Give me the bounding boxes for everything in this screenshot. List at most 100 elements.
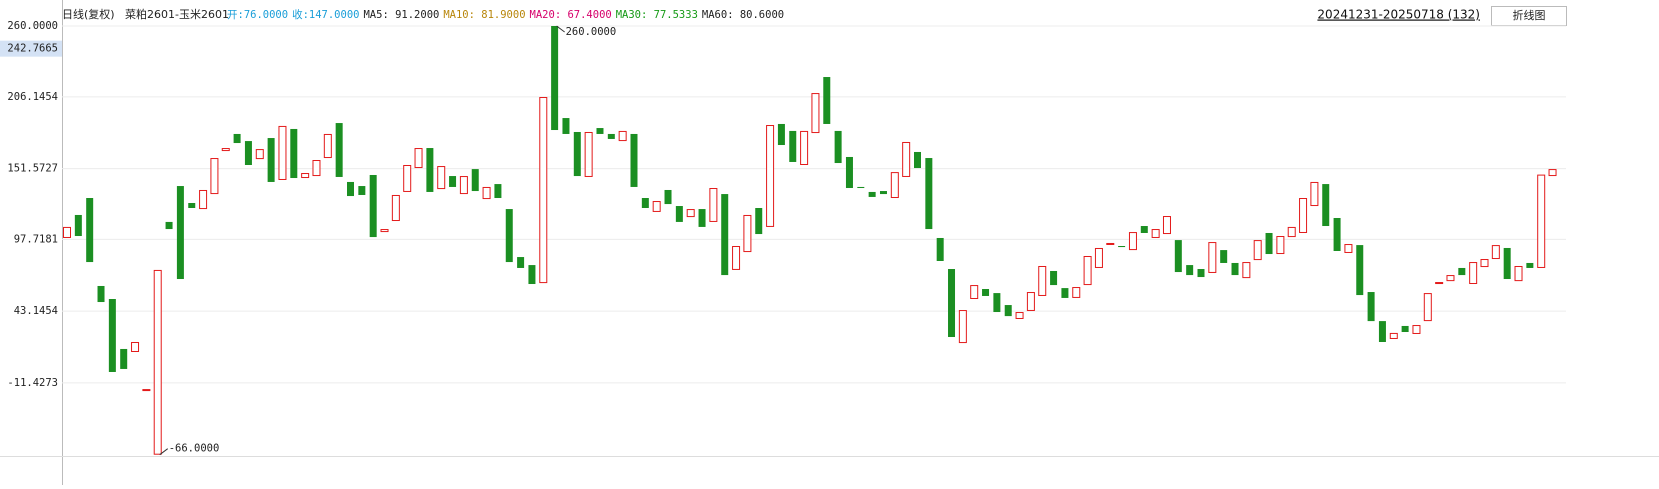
candle-down xyxy=(517,257,525,268)
candle-up xyxy=(142,389,151,392)
stat: 收:147.0000 xyxy=(292,8,359,21)
candle-down xyxy=(1050,270,1058,286)
candle-up xyxy=(210,158,219,195)
candle-up xyxy=(709,188,718,222)
candle-up xyxy=(1389,332,1398,339)
candle-down xyxy=(721,194,729,276)
candle-up xyxy=(63,226,71,238)
candle-down xyxy=(505,209,513,263)
candle-down xyxy=(1356,245,1364,296)
candle-up xyxy=(482,186,491,200)
annotation-label: -66.0000 xyxy=(169,443,220,455)
candle-up xyxy=(902,141,911,177)
candle-down xyxy=(335,123,343,177)
candle-down xyxy=(834,130,842,164)
candle-up xyxy=(278,125,287,180)
candle-up xyxy=(1151,229,1160,238)
y-tick-label: 151.5727 xyxy=(7,163,58,175)
candle-down xyxy=(347,181,354,197)
candle-down xyxy=(948,269,956,338)
candle-up xyxy=(1480,259,1489,268)
candle-down xyxy=(868,191,876,197)
candle-down xyxy=(426,148,434,192)
candle-down xyxy=(879,191,887,195)
candle-down xyxy=(1186,265,1194,276)
candle-up xyxy=(301,173,310,179)
candle-up xyxy=(1344,244,1353,253)
candle-up xyxy=(221,148,230,152)
candle-down xyxy=(369,174,377,238)
candle-up xyxy=(312,160,321,177)
candle-up xyxy=(1242,262,1251,279)
candle-up xyxy=(1548,169,1557,177)
stat: MA10: 81.9000 xyxy=(443,9,525,21)
candle-down xyxy=(1333,217,1341,252)
stat: MA30: 77.5333 xyxy=(616,9,698,21)
candle-down xyxy=(777,123,785,146)
candle-down xyxy=(993,293,1001,313)
candle-down xyxy=(471,169,479,192)
y-tick-label: -11.4273 xyxy=(7,377,58,389)
line-chart-button-label[interactable]: 折线图 xyxy=(1513,8,1546,22)
candle-up xyxy=(1514,265,1523,282)
candle-down xyxy=(267,138,275,182)
candle-up xyxy=(1537,174,1546,268)
date-range: 20241231-20250718 (132) xyxy=(1317,8,1480,22)
candle-up xyxy=(1072,287,1081,298)
candle-down xyxy=(358,186,366,195)
candle-down xyxy=(449,176,457,187)
candle-up xyxy=(380,229,389,233)
candle-up xyxy=(970,285,979,300)
candle-up xyxy=(1083,255,1092,286)
annotation-pointer xyxy=(159,448,169,456)
candle-down xyxy=(1174,240,1182,273)
candle-up xyxy=(1435,282,1444,285)
candle-down xyxy=(551,26,559,131)
candle-up xyxy=(1038,265,1047,296)
candle-up xyxy=(1162,216,1171,235)
candle-down xyxy=(936,237,944,261)
candle-up xyxy=(1128,232,1137,251)
candle-up xyxy=(686,209,695,218)
annotation-label: 260.0000 xyxy=(566,26,617,38)
candle-up xyxy=(1310,181,1319,207)
candle-down xyxy=(74,214,82,237)
candle-up xyxy=(255,149,264,160)
candle-up xyxy=(652,201,661,212)
candle-up xyxy=(323,133,332,159)
candle-up xyxy=(414,148,423,169)
candle-up xyxy=(618,130,627,142)
stat: 开:76.0000 xyxy=(227,9,288,21)
candle-down xyxy=(528,265,536,285)
candle-down xyxy=(176,186,184,280)
candle-down xyxy=(596,128,604,134)
candle-up xyxy=(539,97,548,284)
y-tick-label: 206.1454 xyxy=(7,91,58,103)
candle-up xyxy=(1094,247,1103,268)
candle-up xyxy=(958,310,967,344)
candle-down xyxy=(1367,292,1375,322)
candle-down xyxy=(1401,325,1409,333)
candle-up xyxy=(1015,312,1024,319)
candle-down xyxy=(97,285,105,303)
candle-up xyxy=(1106,242,1115,245)
candle-down xyxy=(914,151,921,169)
candle-up xyxy=(391,194,400,222)
candle-down xyxy=(1322,184,1330,227)
candle-up xyxy=(890,172,899,199)
candle-down xyxy=(1220,250,1228,263)
candle-down xyxy=(108,299,116,372)
candle-up xyxy=(1491,245,1500,260)
candle-down xyxy=(1061,288,1069,298)
candle-down xyxy=(675,206,683,222)
candle-up xyxy=(1276,236,1285,255)
candle-down xyxy=(86,198,94,263)
candle-up xyxy=(732,246,741,270)
candle-down xyxy=(1503,247,1511,280)
candle-down xyxy=(290,128,298,179)
candle-up xyxy=(1299,198,1308,233)
candle-down xyxy=(1526,262,1534,268)
candle-up xyxy=(199,189,208,210)
